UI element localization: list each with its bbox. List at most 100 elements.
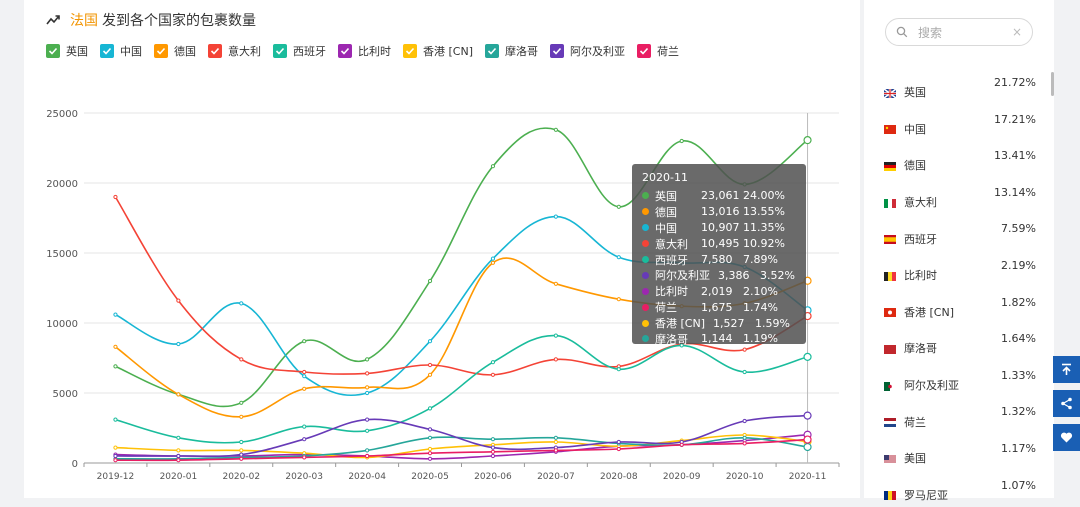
- checkbox-icon[interactable]: [550, 44, 564, 58]
- clear-icon[interactable]: ×: [1011, 25, 1022, 39]
- data-point[interactable]: [490, 437, 496, 442]
- country-row[interactable]: 意大利 13.14%: [884, 178, 1036, 215]
- checkbox-icon[interactable]: [273, 44, 287, 58]
- data-point[interactable]: [427, 278, 433, 284]
- data-point[interactable]: [490, 445, 496, 450]
- search-input[interactable]: 搜索 ×: [885, 18, 1033, 46]
- data-point[interactable]: [113, 417, 118, 422]
- country-row[interactable]: 比利时 2.19%: [884, 251, 1036, 288]
- data-point[interactable]: [113, 194, 118, 200]
- data-point[interactable]: [427, 362, 433, 368]
- country-row[interactable]: 德国 13.41%: [884, 141, 1036, 178]
- data-point[interactable]: [239, 414, 244, 419]
- data-point[interactable]: [176, 435, 181, 440]
- checkbox-icon[interactable]: [637, 44, 651, 58]
- data-point[interactable]: [553, 333, 558, 338]
- data-point[interactable]: [616, 446, 621, 452]
- data-point[interactable]: [742, 347, 747, 352]
- legend-item[interactable]: 比利时: [338, 43, 391, 59]
- legend-item[interactable]: 意大利: [208, 43, 261, 59]
- legend-item[interactable]: 摩洛哥: [485, 43, 538, 59]
- data-point[interactable]: [176, 448, 181, 453]
- data-point[interactable]: [176, 298, 181, 303]
- data-point[interactable]: [427, 446, 433, 452]
- data-point[interactable]: [365, 428, 370, 433]
- data-point[interactable]: [365, 371, 370, 376]
- country-row[interactable]: 荷兰 1.32%: [884, 397, 1036, 434]
- data-point[interactable]: [302, 374, 307, 379]
- back-to-top-button[interactable]: [1053, 356, 1080, 383]
- checkbox-icon[interactable]: [154, 44, 168, 58]
- data-point[interactable]: [553, 127, 558, 132]
- data-point[interactable]: [742, 369, 747, 375]
- data-point[interactable]: [490, 260, 496, 265]
- data-point[interactable]: [176, 453, 181, 459]
- data-point[interactable]: [616, 297, 621, 302]
- data-point[interactable]: [553, 439, 558, 445]
- scrollbar[interactable]: [1051, 72, 1054, 96]
- data-point[interactable]: [742, 435, 747, 440]
- country-row[interactable]: 美国 1.17%: [884, 434, 1036, 471]
- country-row[interactable]: 摩洛哥 1.64%: [884, 324, 1036, 361]
- data-point[interactable]: [239, 357, 244, 362]
- data-point[interactable]: [616, 255, 621, 260]
- data-point[interactable]: [803, 411, 812, 420]
- country-row[interactable]: 罗马尼亚 1.07%: [884, 471, 1036, 507]
- data-point[interactable]: [113, 458, 118, 463]
- data-point[interactable]: [553, 281, 558, 286]
- data-point[interactable]: [239, 301, 244, 306]
- data-point[interactable]: [113, 312, 118, 317]
- data-point[interactable]: [365, 448, 370, 453]
- data-point[interactable]: [616, 439, 621, 445]
- country-row[interactable]: 英国 21.72%: [883, 68, 1036, 105]
- data-point[interactable]: [113, 453, 118, 459]
- data-point[interactable]: [239, 400, 244, 405]
- data-point[interactable]: [803, 435, 812, 444]
- legend-item[interactable]: 西班牙: [273, 43, 326, 59]
- share-button[interactable]: [1053, 390, 1080, 417]
- data-point[interactable]: [490, 372, 496, 377]
- data-point[interactable]: [365, 390, 370, 396]
- legend-item[interactable]: 阿尔及利亚: [550, 43, 625, 59]
- data-point[interactable]: [803, 352, 812, 361]
- data-point[interactable]: [113, 445, 118, 450]
- data-point[interactable]: [176, 458, 181, 463]
- data-point[interactable]: [427, 339, 433, 344]
- country-row[interactable]: 西班牙 7.59%: [884, 214, 1036, 251]
- data-point[interactable]: [302, 369, 307, 375]
- legend-item[interactable]: 香港 [CN]: [403, 43, 473, 59]
- data-point[interactable]: [176, 392, 181, 397]
- data-point[interactable]: [490, 360, 496, 365]
- data-point[interactable]: [553, 214, 558, 219]
- checkbox-icon[interactable]: [338, 44, 352, 58]
- country-row[interactable]: 香港 [CN] 1.82%: [884, 288, 1036, 325]
- data-point[interactable]: [365, 385, 370, 390]
- data-point[interactable]: [365, 357, 370, 362]
- checkbox-icon[interactable]: [208, 44, 222, 58]
- data-point[interactable]: [490, 164, 496, 169]
- data-point[interactable]: [553, 448, 558, 453]
- data-point[interactable]: [427, 456, 433, 461]
- data-point[interactable]: [427, 427, 433, 432]
- country-row[interactable]: 阿尔及利亚 1.33%: [884, 361, 1036, 398]
- data-point[interactable]: [742, 441, 747, 446]
- data-point[interactable]: [427, 451, 433, 456]
- checkbox-icon[interactable]: [46, 44, 60, 58]
- data-point[interactable]: [679, 138, 684, 144]
- data-point[interactable]: [616, 204, 621, 209]
- legend-item[interactable]: 荷兰: [637, 43, 679, 59]
- data-point[interactable]: [365, 417, 370, 422]
- data-point[interactable]: [553, 357, 558, 362]
- legend-item[interactable]: 英国: [46, 43, 88, 59]
- data-point[interactable]: [427, 372, 433, 377]
- data-point[interactable]: [113, 344, 118, 349]
- country-row[interactable]: 中国 17.21%: [884, 105, 1036, 142]
- data-point[interactable]: [490, 256, 496, 261]
- checkbox-icon[interactable]: [485, 44, 499, 58]
- data-point[interactable]: [239, 452, 244, 457]
- checkbox-icon[interactable]: [403, 44, 417, 58]
- series-line[interactable]: [115, 438, 808, 462]
- data-point[interactable]: [803, 442, 812, 452]
- series-line[interactable]: [115, 334, 808, 444]
- data-point[interactable]: [302, 424, 307, 429]
